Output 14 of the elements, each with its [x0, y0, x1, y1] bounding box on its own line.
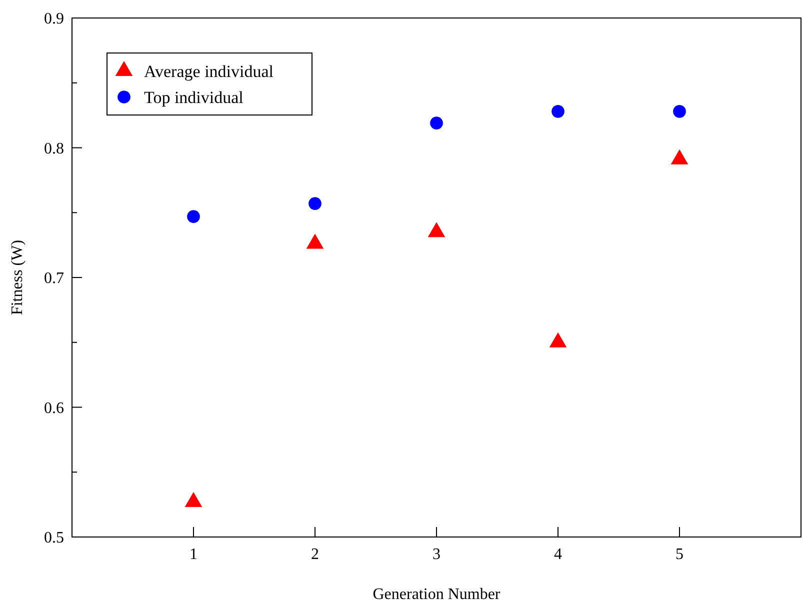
x-tick-label: 2 [311, 546, 319, 563]
x-tick-label: 3 [432, 546, 440, 563]
x-tick-label: 5 [676, 546, 684, 563]
x-tick-label: 4 [554, 546, 562, 563]
y-axis-title: Fitness (W) [9, 240, 26, 316]
x-axis-title: Generation Number [372, 586, 501, 603]
y-tick-label: 0.8 [44, 140, 64, 158]
y-tick-label: 0.7 [44, 270, 64, 288]
y-tick-label: 0.6 [44, 400, 64, 417]
legend-label: Top individual [144, 88, 244, 107]
legend-label: Average individual [144, 62, 274, 81]
x-tick-label: 1 [190, 546, 198, 563]
y-tick-label: 0.9 [44, 10, 64, 28]
y-tick-label: 0.5 [44, 530, 64, 547]
